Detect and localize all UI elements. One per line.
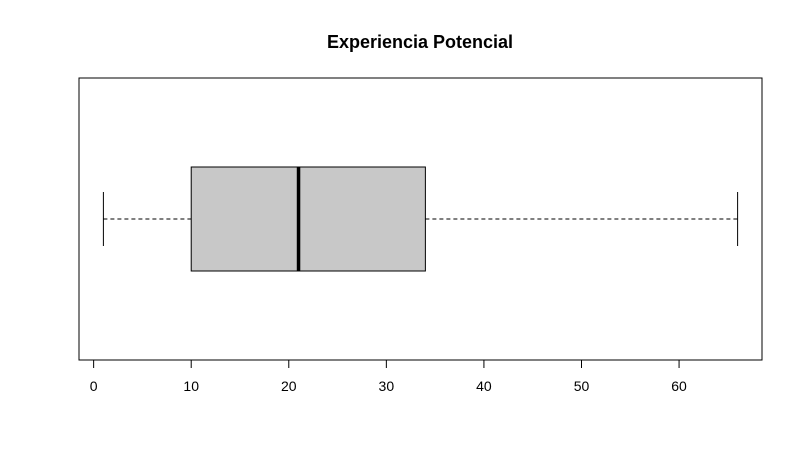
interquartile-box [190, 166, 426, 272]
boxplot-box-group [102, 166, 739, 272]
x-tick-label: 10 [183, 378, 199, 394]
x-axis: 0 10 20 30 40 50 60 [90, 359, 687, 394]
x-tick-label: 60 [671, 378, 687, 394]
x-tick-label: 40 [476, 378, 492, 394]
x-tick-label: 20 [281, 378, 297, 394]
x-tick-label: 50 [574, 378, 590, 394]
x-tick-label: 0 [90, 378, 98, 394]
x-tick-label: 30 [379, 378, 395, 394]
chart-title: Experiencia Potencial [327, 32, 513, 52]
